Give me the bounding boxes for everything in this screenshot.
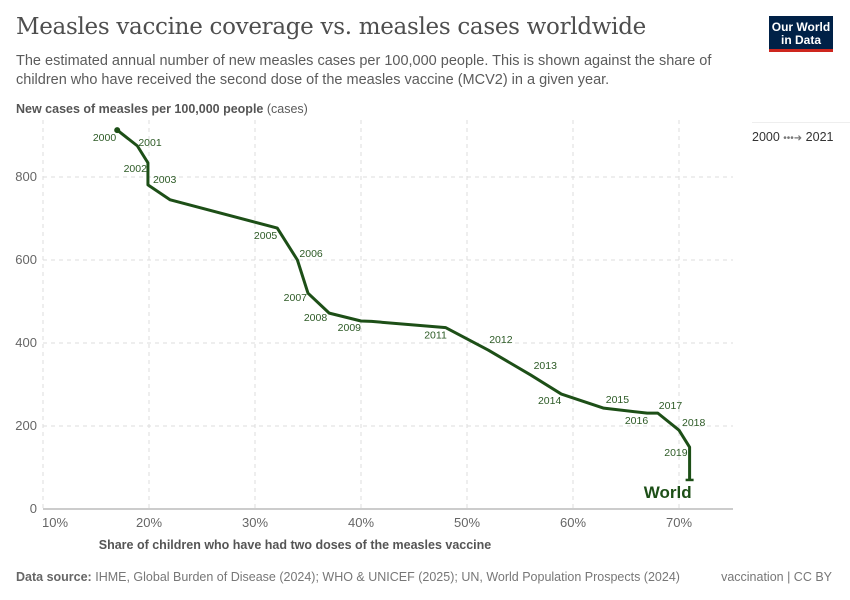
x-tick-label: 70%: [666, 515, 692, 530]
owid-logo[interactable]: Our World in Data: [769, 16, 833, 52]
year-label: 2018: [682, 417, 706, 429]
footer-source: Data source: IHME, Global Burden of Dise…: [16, 570, 680, 584]
x-tick-label: 40%: [348, 515, 374, 530]
legend-start: 2000: [752, 130, 780, 144]
y-tick-label: 600: [15, 252, 37, 267]
arrow-icon: •••➜: [783, 133, 803, 144]
y-tick-label: 400: [15, 335, 37, 350]
legend-divider: [752, 122, 850, 123]
year-label: 2014: [538, 395, 562, 407]
year-label: 2008: [304, 312, 328, 324]
x-tick-label: 50%: [454, 515, 480, 530]
year-label: 2001: [138, 137, 162, 149]
time-legend: 2000 •••➜ 2021: [752, 130, 833, 144]
year-label: 2017: [659, 400, 683, 412]
y-axis-label: New cases of measles per 100,000 people …: [16, 102, 308, 116]
year-label: 2011: [424, 330, 447, 342]
logo-text: Our World in Data: [771, 20, 831, 47]
start-marker: [114, 127, 121, 134]
y-tick-label: 800: [15, 169, 37, 184]
series-line-world: [116, 128, 692, 480]
x-tick-label: 60%: [560, 515, 586, 530]
x-tick-label: 10%: [42, 515, 68, 530]
year-label: 2005: [254, 230, 278, 242]
year-label: 2019: [664, 447, 688, 459]
license-text: vaccination | CC BY: [721, 570, 832, 584]
x-tick-label: 20%: [136, 515, 162, 530]
chart-subtitle: The estimated annual number of new measl…: [16, 53, 712, 88]
x-tick-label: 30%: [242, 515, 268, 530]
legend-end: 2021: [805, 130, 834, 144]
year-label: 2000: [93, 132, 117, 144]
source-text: IHME, Global Burden of Disease (2024); W…: [95, 570, 680, 584]
year-label: 2015: [606, 394, 630, 406]
year-label: 2012: [489, 334, 513, 346]
y-tick-label: 200: [15, 418, 37, 433]
year-label: 2009: [338, 322, 362, 334]
chart-title: Measles vaccine coverage vs. measles cas…: [16, 14, 646, 40]
y-tick-label: 0: [30, 501, 37, 516]
year-label: 2003: [153, 174, 177, 186]
x-axis-label: Share of children who have had two doses…: [99, 538, 492, 552]
year-label: 2006: [299, 248, 323, 260]
year-label: 2007: [284, 292, 308, 304]
year-label: 2002: [124, 163, 148, 175]
year-label: 2013: [534, 360, 558, 372]
year-label: 2016: [625, 415, 649, 427]
series-label-world: World: [644, 483, 692, 502]
